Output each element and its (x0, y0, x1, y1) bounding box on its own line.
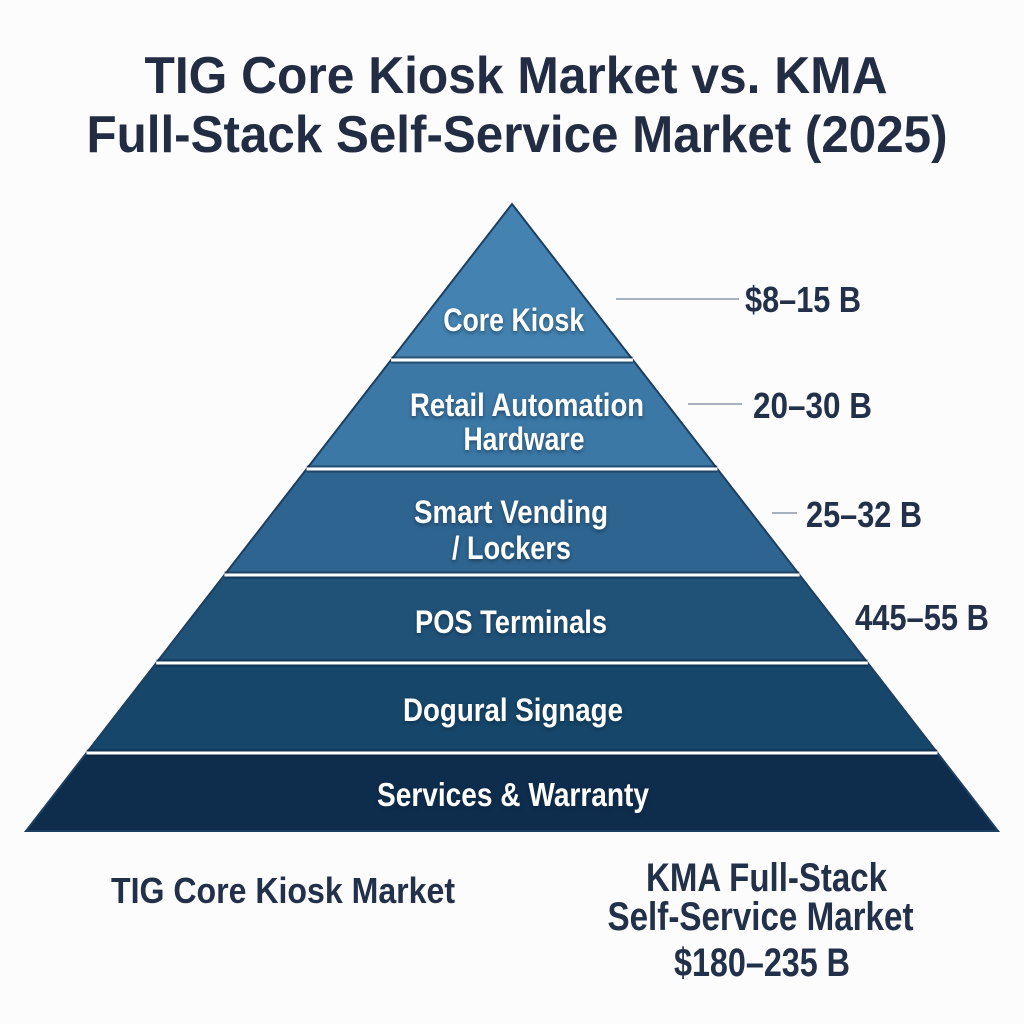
svg-text:/ Lockers: / Lockers (452, 530, 571, 566)
svg-text:Full-Stack Self-Service Market: Full-Stack Self-Service Market (2025) (87, 106, 948, 164)
svg-text:TIG Core Kiosk Market vs. KMA: TIG Core Kiosk Market vs. KMA (145, 47, 888, 105)
svg-text:Core Kiosk: Core Kiosk (443, 302, 584, 338)
svg-text:Hardware: Hardware (464, 421, 585, 457)
svg-text:445–55 B: 445–55 B (855, 597, 989, 638)
svg-text:KMA Full-Stack: KMA Full-Stack (646, 856, 888, 900)
svg-text:20–30 B: 20–30 B (753, 385, 872, 426)
svg-text:Retail Automation: Retail Automation (410, 387, 644, 423)
svg-text:Dogural Signage: Dogural Signage (403, 692, 623, 728)
svg-text:$8–15 B: $8–15 B (745, 279, 861, 320)
svg-text:25–32 B: 25–32 B (806, 494, 922, 535)
svg-text:POS Terminals: POS Terminals (415, 604, 607, 640)
svg-text:Services & Warranty: Services & Warranty (377, 776, 650, 813)
svg-text:Self-Service Market: Self-Service Market (608, 895, 914, 939)
svg-text:Smart Vending: Smart Vending (414, 494, 608, 530)
svg-text:$180–235 B: $180–235 B (674, 941, 850, 985)
svg-text:TIG Core Kiosk Market: TIG Core Kiosk Market (111, 870, 455, 911)
